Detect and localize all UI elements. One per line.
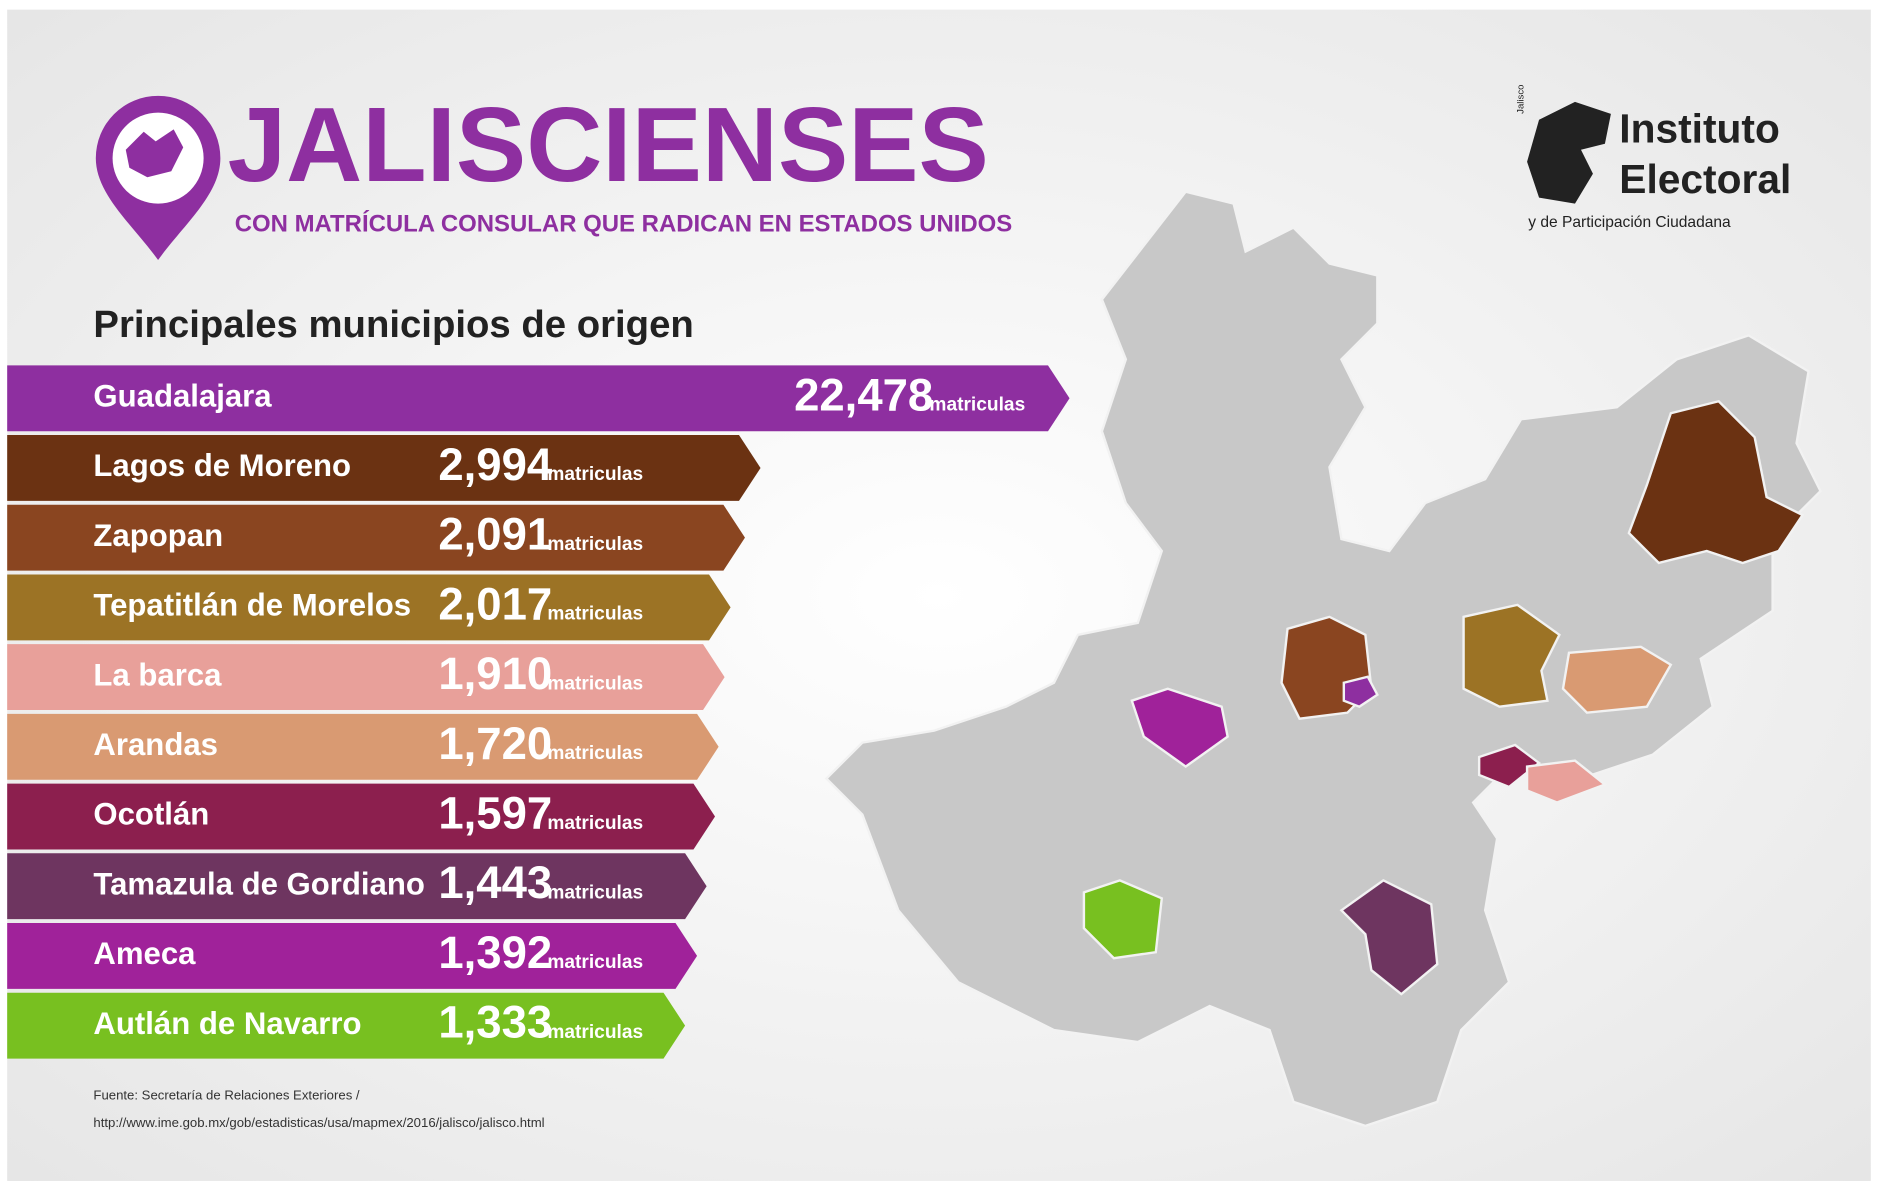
- pin-icon: [95, 95, 221, 260]
- row-unit: matriculas: [547, 813, 643, 834]
- row-unit: matriculas: [547, 743, 643, 764]
- logo: Jalisco Instituto Electoral y de Partici…: [1516, 85, 1792, 231]
- row-banner: [7, 365, 1070, 432]
- row-name: Tamazula de Gordiano: [93, 866, 424, 901]
- row-name: Ocotlán: [93, 797, 209, 832]
- row-banner: [7, 783, 716, 850]
- row-value: 1,910: [438, 648, 552, 699]
- row-unit: matriculas: [547, 673, 643, 694]
- row-value: 2,091: [438, 509, 552, 560]
- section-title: Principales municipios de origen: [93, 303, 693, 346]
- row-unit: matriculas: [929, 395, 1025, 416]
- row-name: Guadalajara: [93, 378, 272, 413]
- source-line2: http://www.ime.gob.mx/gob/estadisticas/u…: [93, 1115, 544, 1130]
- row-unit: matriculas: [547, 882, 643, 903]
- row-value: 1,597: [438, 788, 552, 839]
- row-banner: [7, 435, 761, 501]
- row-name: Ameca: [93, 936, 196, 971]
- logo-line1: Instituto: [1619, 106, 1780, 152]
- row-unit: matriculas: [547, 464, 643, 485]
- row-banner: [7, 713, 719, 780]
- map: [824, 190, 1822, 1128]
- row-value: 22,478: [794, 369, 933, 420]
- row-name: Zapopan: [93, 518, 223, 553]
- row-banner: [7, 992, 686, 1059]
- logo-line3: y de Participación Ciudadana: [1528, 214, 1731, 231]
- row-name: Autlán de Navarro: [93, 1006, 361, 1041]
- row-name: Tepatitlán de Morelos: [93, 588, 411, 623]
- logo-small: Jalisco: [1516, 85, 1527, 114]
- row-name: Arandas: [93, 727, 218, 762]
- row-value: 2,994: [438, 439, 553, 490]
- row-unit: matriculas: [547, 604, 643, 625]
- row-value: 1,443: [438, 857, 552, 908]
- row-name: La barca: [93, 657, 222, 692]
- row-value: 2,017: [438, 578, 552, 629]
- row-unit: matriculas: [547, 534, 643, 555]
- row-banner: [7, 574, 731, 641]
- title: JALISCIENSES: [228, 87, 989, 204]
- row-unit: matriculas: [547, 1022, 643, 1043]
- subtitle: CON MATRÍCULA CONSULAR QUE RADICAN EN ES…: [235, 210, 1013, 238]
- row-value: 1,333: [438, 997, 552, 1048]
- row-banner: [7, 922, 698, 989]
- row-banner: [7, 644, 725, 711]
- row-value: 1,392: [438, 927, 552, 978]
- row-unit: matriculas: [547, 952, 643, 973]
- logo-line2: Electoral: [1619, 156, 1791, 202]
- row-banner: [7, 504, 745, 571]
- row-name: Lagos de Moreno: [93, 448, 351, 483]
- row-value: 1,720: [438, 718, 552, 769]
- row-banner: [7, 853, 707, 920]
- source-line1: Fuente: Secretaría de Relaciones Exterio…: [93, 1087, 360, 1102]
